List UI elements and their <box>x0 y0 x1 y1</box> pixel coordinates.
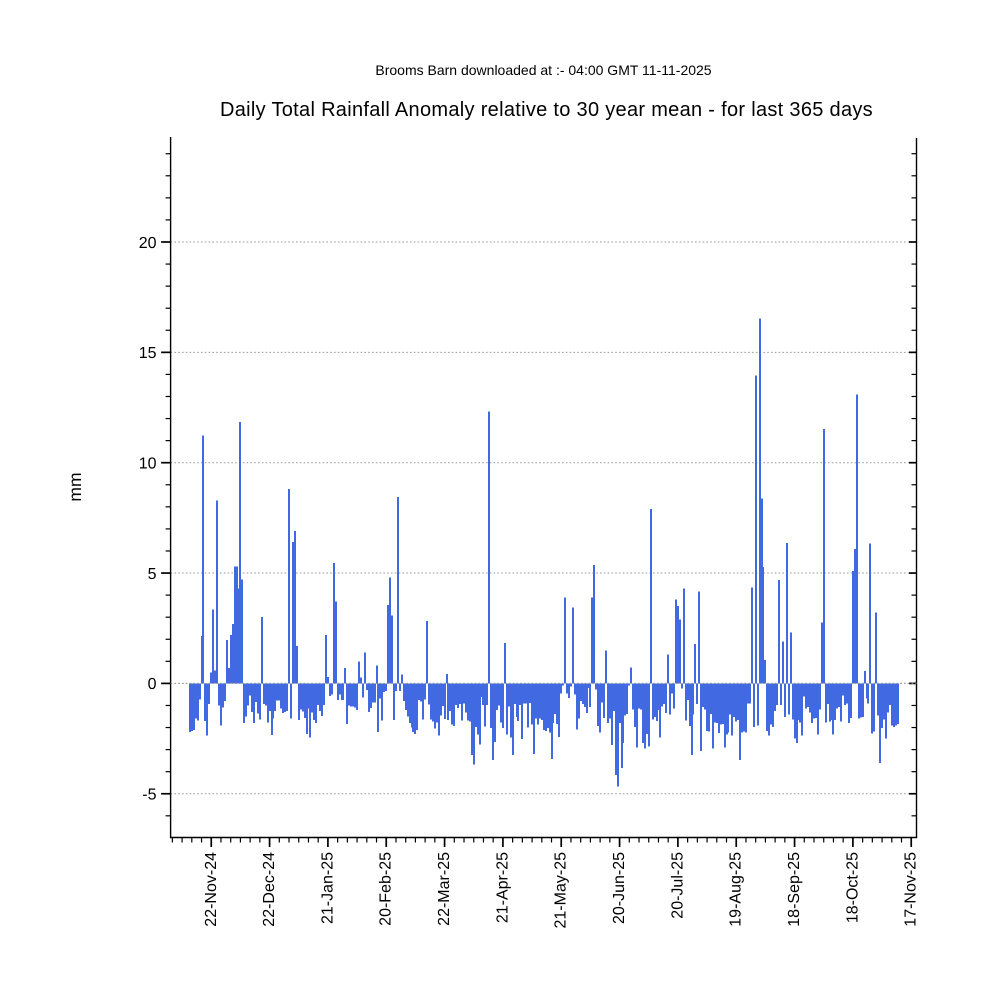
svg-text:20-Jun-25: 20-Jun-25 <box>611 852 628 924</box>
svg-text:21-Jan-25: 21-Jan-25 <box>319 852 336 924</box>
svg-text:0: 0 <box>148 676 157 693</box>
svg-text:10: 10 <box>139 456 157 473</box>
svg-text:21-Apr-25: 21-Apr-25 <box>494 852 511 923</box>
svg-text:20: 20 <box>139 235 157 252</box>
svg-text:21-May-25: 21-May-25 <box>553 852 570 929</box>
svg-text:19-Aug-25: 19-Aug-25 <box>728 852 745 927</box>
svg-text:20-Feb-25: 20-Feb-25 <box>378 852 395 926</box>
svg-text:5: 5 <box>148 566 157 583</box>
svg-text:17-Nov-25: 17-Nov-25 <box>903 852 920 927</box>
svg-text:22-Nov-24: 22-Nov-24 <box>203 852 220 927</box>
svg-text:15: 15 <box>139 345 157 362</box>
svg-text:20-Jul-25: 20-Jul-25 <box>669 852 686 919</box>
svg-text:mm: mm <box>65 472 85 501</box>
svg-text:18-Sep-25: 18-Sep-25 <box>786 852 803 927</box>
svg-text:22-Mar-25: 22-Mar-25 <box>436 852 453 926</box>
svg-text:22-Dec-24: 22-Dec-24 <box>261 852 278 927</box>
svg-text:18-Oct-25: 18-Oct-25 <box>844 852 861 923</box>
svg-text:-5: -5 <box>142 787 156 804</box>
